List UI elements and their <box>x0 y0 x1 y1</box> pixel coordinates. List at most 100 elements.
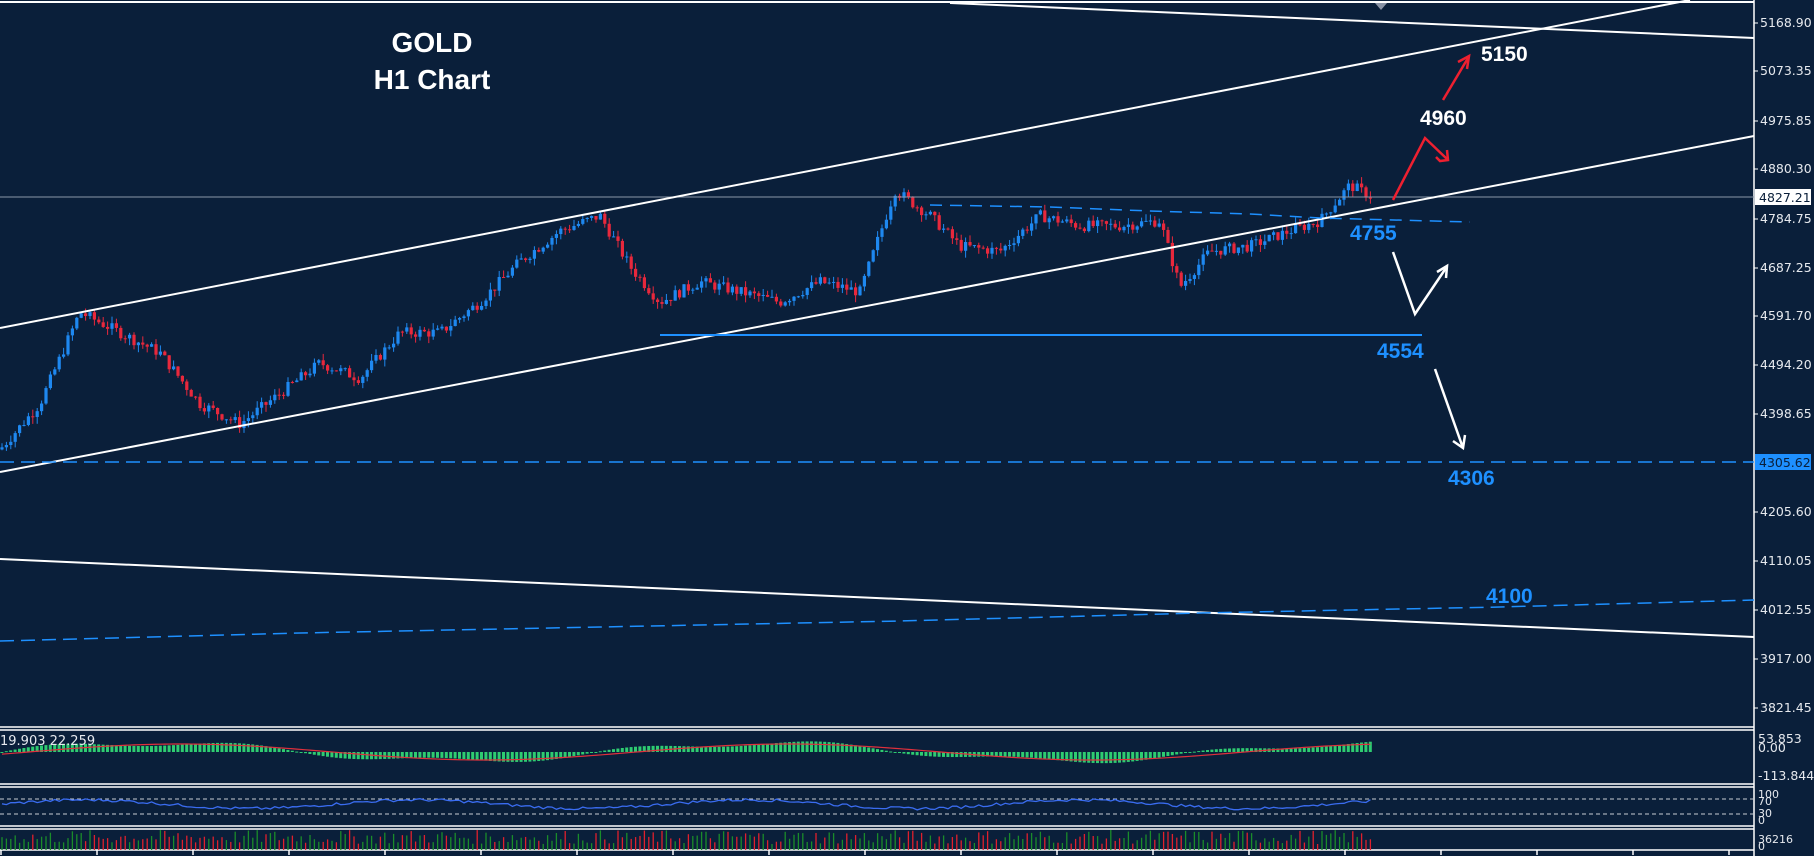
price-tick: 4398.65 <box>1754 406 1812 421</box>
candle <box>440 326 444 329</box>
price-tick: 4012.55 <box>1754 602 1812 617</box>
candle <box>867 261 871 276</box>
candle <box>858 286 862 296</box>
candle <box>1016 235 1020 244</box>
candle <box>75 317 79 329</box>
candle <box>779 301 783 306</box>
candle <box>154 344 158 355</box>
candle <box>1008 244 1012 246</box>
bullish-scenario-arrows <box>1391 53 1471 201</box>
candle <box>1360 183 1364 188</box>
candle <box>444 326 448 331</box>
price-tick: 4205.60 <box>1754 504 1812 519</box>
candle <box>660 302 664 304</box>
candle <box>876 236 880 251</box>
candle <box>928 211 932 215</box>
candle <box>924 214 928 216</box>
candle <box>708 278 712 283</box>
candle <box>845 284 849 290</box>
candle <box>167 355 171 370</box>
candle <box>132 334 136 346</box>
price-tick: 4880.30 <box>1754 161 1812 176</box>
candle <box>53 369 57 375</box>
candle <box>1096 220 1100 227</box>
level-line-4755[interactable] <box>929 204 1471 223</box>
level-label-4554: 4554 <box>1377 340 1424 363</box>
candle <box>920 207 924 216</box>
candle <box>1135 226 1139 230</box>
candle <box>484 300 488 306</box>
candle <box>840 284 844 288</box>
candle <box>405 327 409 332</box>
svg-text:5073.35: 5073.35 <box>1760 63 1812 78</box>
candle <box>1069 219 1073 224</box>
candle <box>84 313 88 317</box>
candle <box>744 287 748 296</box>
candle <box>163 351 167 356</box>
candle <box>185 381 189 390</box>
candle <box>1351 183 1355 192</box>
level-price-badge-text: 4305.62 <box>1759 455 1811 470</box>
candle <box>1012 243 1016 245</box>
candle <box>378 355 382 360</box>
candle <box>1122 226 1126 231</box>
candle <box>1228 243 1232 247</box>
candle <box>246 418 250 422</box>
candle <box>141 342 145 345</box>
svg-text:3821.45: 3821.45 <box>1760 700 1812 715</box>
candle <box>717 283 721 290</box>
candle <box>594 215 598 220</box>
svg-text:4205.60: 4205.60 <box>1760 504 1812 519</box>
candle <box>119 327 123 339</box>
candle <box>1100 220 1104 222</box>
price-tick: 4494.20 <box>1754 357 1812 372</box>
current-price-badge <box>1755 189 1811 205</box>
candle <box>202 408 206 412</box>
candle <box>629 256 633 269</box>
candle <box>955 238 959 240</box>
descending-lower-line[interactable] <box>0 558 1755 638</box>
candle <box>1162 223 1166 230</box>
candle <box>625 256 629 258</box>
level-line-4100[interactable] <box>0 599 1755 642</box>
channel-lower-line[interactable] <box>0 135 1755 473</box>
candle <box>189 389 193 397</box>
chart-shift-marker-icon[interactable] <box>1375 3 1387 10</box>
candle <box>233 417 237 421</box>
candle <box>13 433 17 442</box>
candle <box>286 381 290 396</box>
candle <box>449 326 453 331</box>
candle <box>1184 280 1188 286</box>
candle <box>1113 223 1117 228</box>
descending-upper-line[interactable] <box>949 2 1755 39</box>
candle <box>1118 227 1122 231</box>
candle <box>634 268 638 277</box>
candle <box>1206 250 1210 255</box>
candle <box>106 326 110 329</box>
candle <box>792 296 796 301</box>
candle <box>79 313 83 318</box>
candle <box>57 356 61 370</box>
candle <box>480 305 484 310</box>
price-tick: 3821.45 <box>1754 700 1812 715</box>
channel-upper-line[interactable] <box>0 0 1691 329</box>
candle <box>1258 239 1262 245</box>
candle <box>704 278 708 282</box>
candle <box>229 419 233 421</box>
price-tick: 4591.70 <box>1754 308 1812 323</box>
candle <box>515 259 519 268</box>
candle <box>598 213 602 220</box>
candle <box>1197 264 1201 276</box>
price-tick: 5168.90 <box>1754 15 1812 30</box>
level-price-badge <box>1755 454 1811 470</box>
candle <box>1267 234 1271 242</box>
volume-axis-zero: 0 <box>1758 840 1765 853</box>
candle <box>735 286 739 294</box>
candle <box>537 250 541 252</box>
candle <box>1188 278 1192 281</box>
candle <box>145 344 149 347</box>
svg-text:4494.20: 4494.20 <box>1760 357 1812 372</box>
candle <box>392 343 396 348</box>
candle <box>1294 224 1298 234</box>
candle <box>871 250 875 262</box>
